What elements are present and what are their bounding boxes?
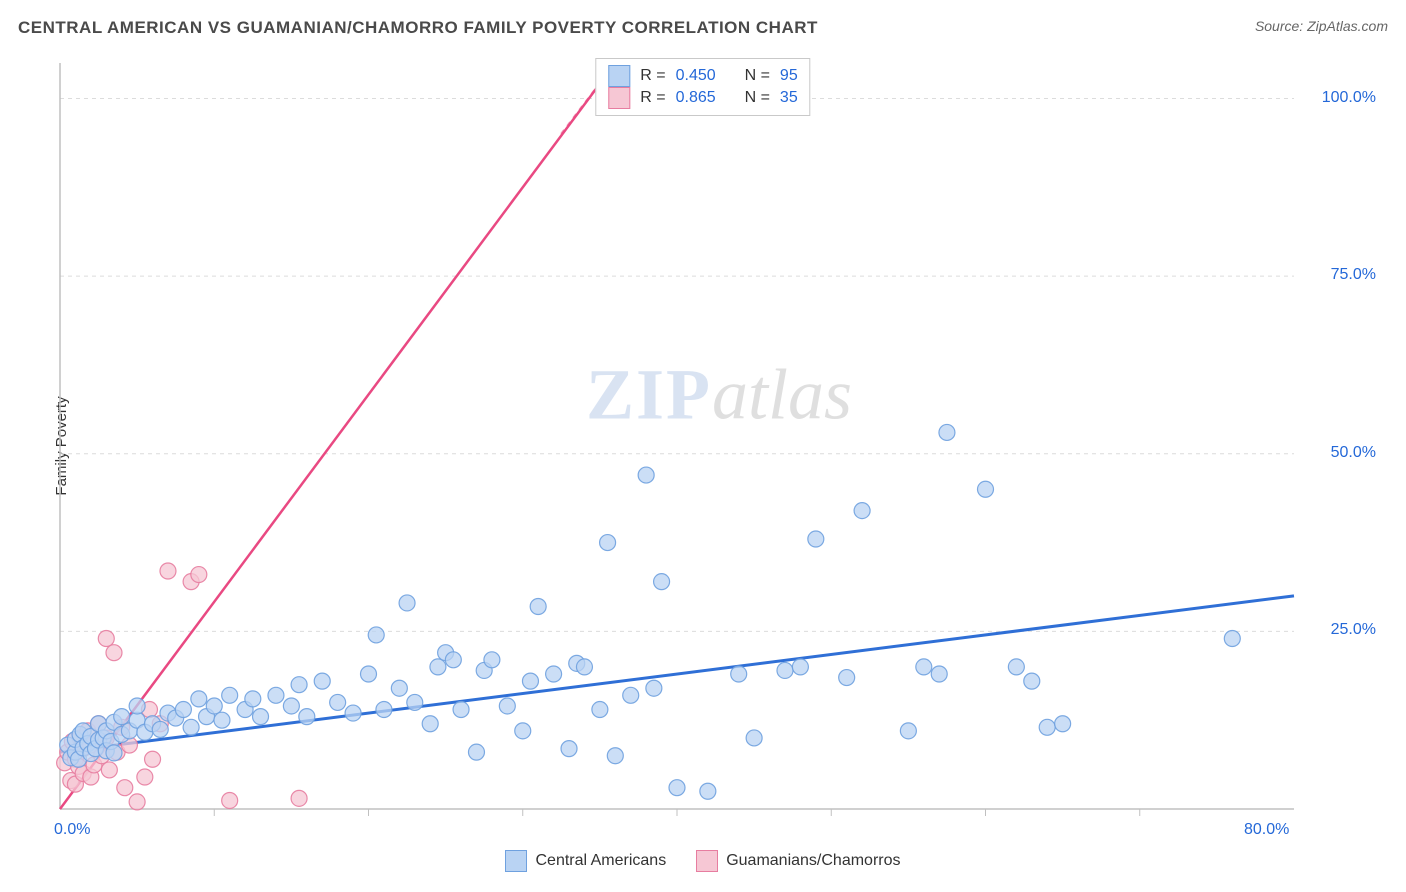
n-label: N =	[745, 87, 770, 109]
legend-row-pink: R = 0.865 N = 35	[608, 87, 797, 109]
r-value-1: 0.865	[676, 87, 716, 109]
source-name: ZipAtlas.com	[1307, 18, 1388, 34]
chart-header: CENTRAL AMERICAN VS GUAMANIAN/CHAMORRO F…	[18, 18, 1388, 48]
legend-swatch-1	[696, 850, 718, 872]
y-tick-label: 50.0%	[1306, 444, 1376, 462]
legend-item-1: Guamanians/Chamorros	[696, 850, 900, 872]
legend-swatch-pink	[608, 87, 630, 109]
r-value-0: 0.450	[676, 65, 716, 87]
legend-label-0: Central Americans	[535, 852, 666, 870]
n-value-1: 35	[780, 87, 798, 109]
plot-area: ZIPatlas	[52, 55, 1386, 845]
y-tick-label: 25.0%	[1306, 621, 1376, 639]
source-attribution: Source: ZipAtlas.com	[1255, 18, 1388, 34]
legend-swatch-0	[505, 850, 527, 872]
correlation-legend: R = 0.450 N = 95 R = 0.865 N = 35	[595, 58, 810, 116]
legend-swatch-blue	[608, 65, 630, 87]
legend-row-blue: R = 0.450 N = 95	[608, 65, 797, 87]
r-label: R =	[640, 65, 665, 87]
x-tick-label: 80.0%	[1244, 821, 1289, 839]
chart-title: CENTRAL AMERICAN VS GUAMANIAN/CHAMORRO F…	[18, 18, 818, 37]
legend-label-1: Guamanians/Chamorros	[726, 852, 900, 870]
series-legend: Central Americans Guamanians/Chamorros	[0, 850, 1406, 872]
x-tick-label: 0.0%	[54, 821, 90, 839]
legend-item-0: Central Americans	[505, 850, 666, 872]
r-label: R =	[640, 87, 665, 109]
source-label: Source:	[1255, 18, 1303, 34]
y-tick-label: 100.0%	[1306, 89, 1376, 107]
y-tick-label: 75.0%	[1306, 266, 1376, 284]
n-value-0: 95	[780, 65, 798, 87]
n-label: N =	[745, 65, 770, 87]
scatter-plot-svg	[52, 55, 1386, 845]
